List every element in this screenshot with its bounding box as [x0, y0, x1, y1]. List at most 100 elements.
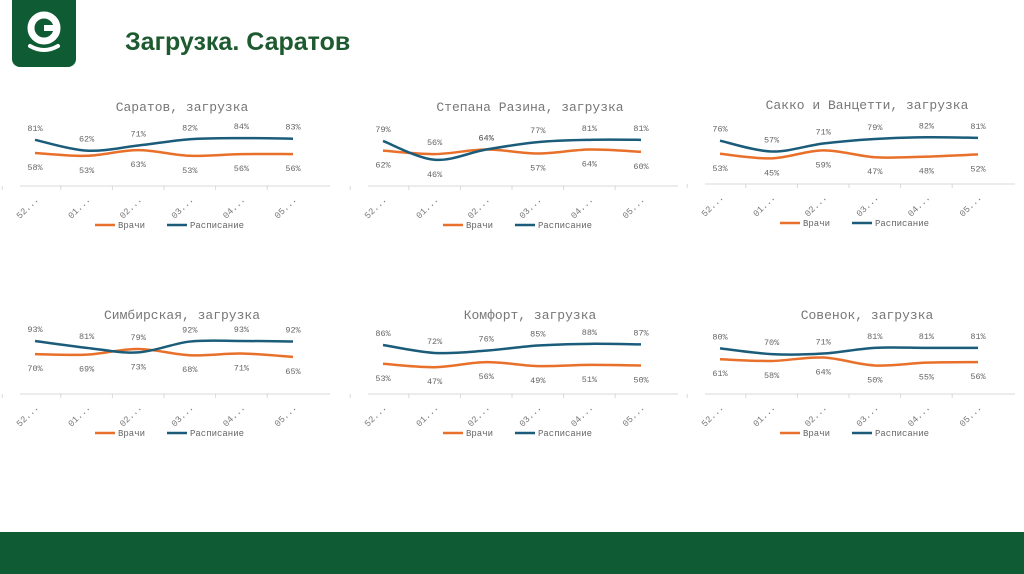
data-label: 60%: [633, 162, 649, 172]
data-label: 79%: [375, 125, 391, 135]
data-label: 92%: [285, 326, 301, 336]
chart-title: Сакко и Ванцетти, загрузка: [766, 98, 969, 113]
data-label: 93%: [27, 325, 43, 335]
data-label: 71%: [234, 364, 250, 374]
data-label: 49%: [530, 376, 546, 386]
data-label: 70%: [764, 338, 780, 348]
data-label: 83%: [285, 123, 301, 133]
data-label: 56%: [285, 164, 301, 174]
data-label: 71%: [816, 338, 832, 348]
data-label: 72%: [427, 337, 443, 347]
data-label: 57%: [530, 164, 546, 174]
line-chart: Саратов, загрузка 52... 01... 02... 03... 04.…: [1, 100, 330, 231]
data-label: 58%: [764, 371, 780, 381]
data-label: 81%: [27, 124, 43, 134]
line-chart: Степана Разина, загрузка 52... 01... 02... 0…: [349, 100, 678, 231]
chart-title: Совенок, загрузка: [801, 308, 934, 323]
data-label: 81%: [79, 332, 95, 342]
legend-label: Врачи: [466, 221, 493, 231]
x-tick-label: 04...: [906, 193, 932, 219]
data-label: 56%: [970, 372, 986, 382]
x-tick-label: 01...: [415, 195, 441, 221]
data-label: 64%: [816, 368, 832, 378]
x-tick-label: 01...: [67, 403, 93, 429]
series-line-schedule: [719, 346, 978, 356]
x-tick-label: 04...: [569, 195, 595, 221]
data-label: 50%: [867, 376, 883, 386]
data-label: 77%: [530, 126, 546, 136]
series-line-doctors: [719, 149, 979, 160]
series-line-doctors: [719, 356, 979, 367]
data-label: 81%: [582, 124, 598, 134]
data-label: 79%: [131, 333, 147, 343]
data-label: 85%: [530, 330, 546, 340]
x-tick-label: 02...: [803, 193, 829, 219]
x-tick-label: 03...: [170, 195, 196, 221]
x-tick-label: 02...: [118, 195, 144, 221]
data-label: 64%: [479, 134, 495, 144]
data-label: 88%: [582, 328, 598, 338]
data-label: 61%: [712, 369, 728, 379]
chart-4: Симбирская, загрузка 52... 01... 02... 03...…: [1, 302, 345, 442]
chart-title: Саратов, загрузка: [116, 100, 249, 115]
series-line-schedule: [34, 339, 294, 354]
data-label: 76%: [712, 125, 728, 135]
data-label: 56%: [234, 164, 250, 174]
data-label: 62%: [79, 135, 95, 145]
x-tick-label: 52...: [15, 195, 41, 221]
legend-label: Расписание: [538, 221, 592, 231]
x-tick-label: 05...: [273, 195, 299, 221]
x-tick-label: 01...: [752, 193, 778, 219]
chart-3: Сакко и Ванцетти, загрузка 52... 01... 02..…: [686, 92, 1024, 232]
x-tick-label: 05...: [958, 403, 984, 429]
data-label: 63%: [131, 160, 147, 170]
legend-label: Врачи: [466, 429, 493, 439]
x-tick-label: 02...: [466, 403, 492, 429]
chart-5: Комфорт, загрузка 52... 01... 02... 03... 04.…: [349, 302, 693, 442]
data-label: 81%: [970, 332, 986, 342]
data-label: 69%: [79, 365, 95, 375]
x-tick-label: 02...: [466, 195, 492, 221]
data-label: 81%: [919, 332, 935, 342]
series-line-schedule: [382, 138, 642, 162]
line-chart: Комфорт, загрузка 52... 01... 02... 03... 04.…: [349, 308, 678, 439]
x-tick-label: 52...: [15, 403, 41, 429]
chart-1: Саратов, загрузка 52... 01... 02... 03... 04.…: [1, 94, 345, 234]
legend-label: Расписание: [538, 429, 592, 439]
page-title: Загрузка. Саратов: [125, 28, 351, 56]
data-label: 45%: [764, 168, 780, 178]
x-tick-label: 52...: [363, 195, 389, 221]
x-tick-label: 04...: [221, 195, 247, 221]
footer-bar: [0, 532, 1024, 574]
x-tick-label: 52...: [700, 193, 726, 219]
data-label: 48%: [919, 167, 935, 177]
x-tick-label: 03...: [170, 403, 196, 429]
data-label: 81%: [867, 332, 883, 342]
data-label: 53%: [375, 374, 391, 384]
line-chart: Сакко и Ванцетти, загрузка 52... 01... 02..…: [686, 98, 1015, 229]
data-label: 68%: [182, 365, 198, 375]
data-label: 62%: [375, 161, 391, 171]
data-label: 47%: [427, 377, 443, 387]
logo-c-icon: [27, 11, 61, 52]
legend-label: Расписание: [190, 221, 244, 231]
chart-title: Степана Разина, загрузка: [436, 100, 623, 115]
x-tick-label: 01...: [415, 403, 441, 429]
legend-label: Врачи: [118, 429, 145, 439]
data-label: 50%: [633, 376, 649, 386]
x-tick-label: 52...: [363, 403, 389, 429]
data-label: 92%: [182, 326, 198, 336]
x-tick-label: 03...: [518, 403, 544, 429]
data-label: 59%: [816, 160, 832, 170]
data-label: 84%: [234, 122, 250, 132]
data-label: 76%: [479, 335, 495, 345]
data-label: 73%: [131, 362, 147, 372]
x-tick-label: 05...: [273, 403, 299, 429]
data-label: 64%: [582, 160, 598, 170]
x-tick-label: 05...: [621, 195, 647, 221]
series-line-schedule: [382, 342, 642, 355]
data-label: 81%: [633, 124, 649, 134]
x-tick-label: 05...: [621, 403, 647, 429]
series-line-doctors: [382, 148, 642, 156]
chart-title: Симбирская, загрузка: [104, 308, 260, 323]
